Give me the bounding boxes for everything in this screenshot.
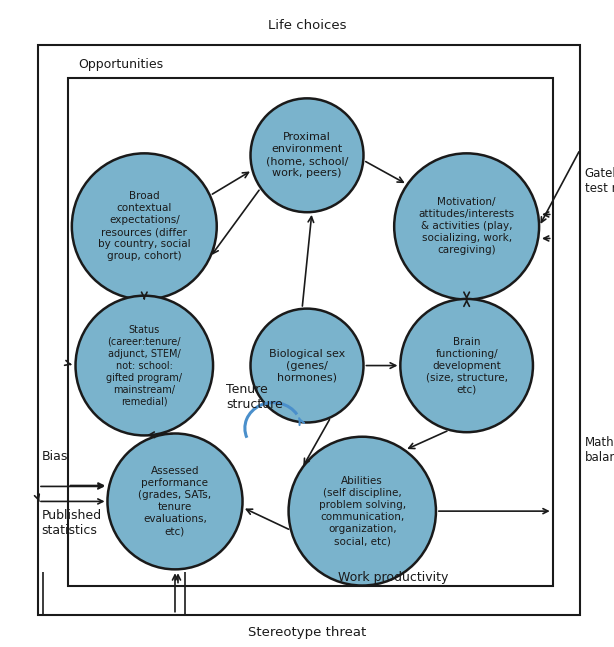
Bar bbox=[68, 78, 553, 586]
Ellipse shape bbox=[107, 433, 243, 569]
Text: Brain
functioning/
development
(size, structure,
etc): Brain functioning/ development (size, st… bbox=[426, 336, 508, 395]
Ellipse shape bbox=[251, 309, 363, 422]
Ellipse shape bbox=[72, 153, 217, 300]
Text: Proximal
environment
(home, school/
work, peers): Proximal environment (home, school/ work… bbox=[266, 132, 348, 179]
Text: Tenure
structure: Tenure structure bbox=[226, 383, 282, 411]
Ellipse shape bbox=[76, 296, 213, 435]
Text: Status
(career:tenure/
adjunct, STEM/
not: school:
gifted program/
mainstream/
r: Status (career:tenure/ adjunct, STEM/ no… bbox=[106, 325, 182, 406]
Text: Math-verbal
balance: Math-verbal balance bbox=[585, 435, 614, 464]
Text: Abilities
(self discipline,
problem solving,
communication,
organization,
social: Abilities (self discipline, problem solv… bbox=[319, 476, 406, 546]
Text: Published
statistics: Published statistics bbox=[42, 509, 102, 537]
Text: Gatekeeper
test results: Gatekeeper test results bbox=[585, 167, 614, 195]
Text: Work productivity: Work productivity bbox=[338, 571, 448, 584]
Text: Opportunities: Opportunities bbox=[79, 58, 164, 71]
Text: Bias: Bias bbox=[42, 450, 68, 463]
Text: Biological sex
(genes/
hormones): Biological sex (genes/ hormones) bbox=[269, 349, 345, 382]
Text: Life choices: Life choices bbox=[268, 19, 346, 32]
Text: Assessed
performance
(grades, SATs,
tenure
evaluations,
etc): Assessed performance (grades, SATs, tenu… bbox=[138, 466, 212, 536]
Ellipse shape bbox=[251, 98, 363, 212]
Text: Motivation/
attitudes/interests
& activities (play,
socializing, work,
caregivin: Motivation/ attitudes/interests & activi… bbox=[419, 197, 515, 256]
Ellipse shape bbox=[400, 299, 533, 432]
Bar bbox=[38, 45, 580, 615]
Text: Broad
contextual
expectations/
resources (differ
by country, social
group, cohor: Broad contextual expectations/ resources… bbox=[98, 192, 190, 261]
Ellipse shape bbox=[289, 437, 436, 586]
Ellipse shape bbox=[394, 153, 539, 300]
Text: Stereotype threat: Stereotype threat bbox=[248, 626, 366, 639]
